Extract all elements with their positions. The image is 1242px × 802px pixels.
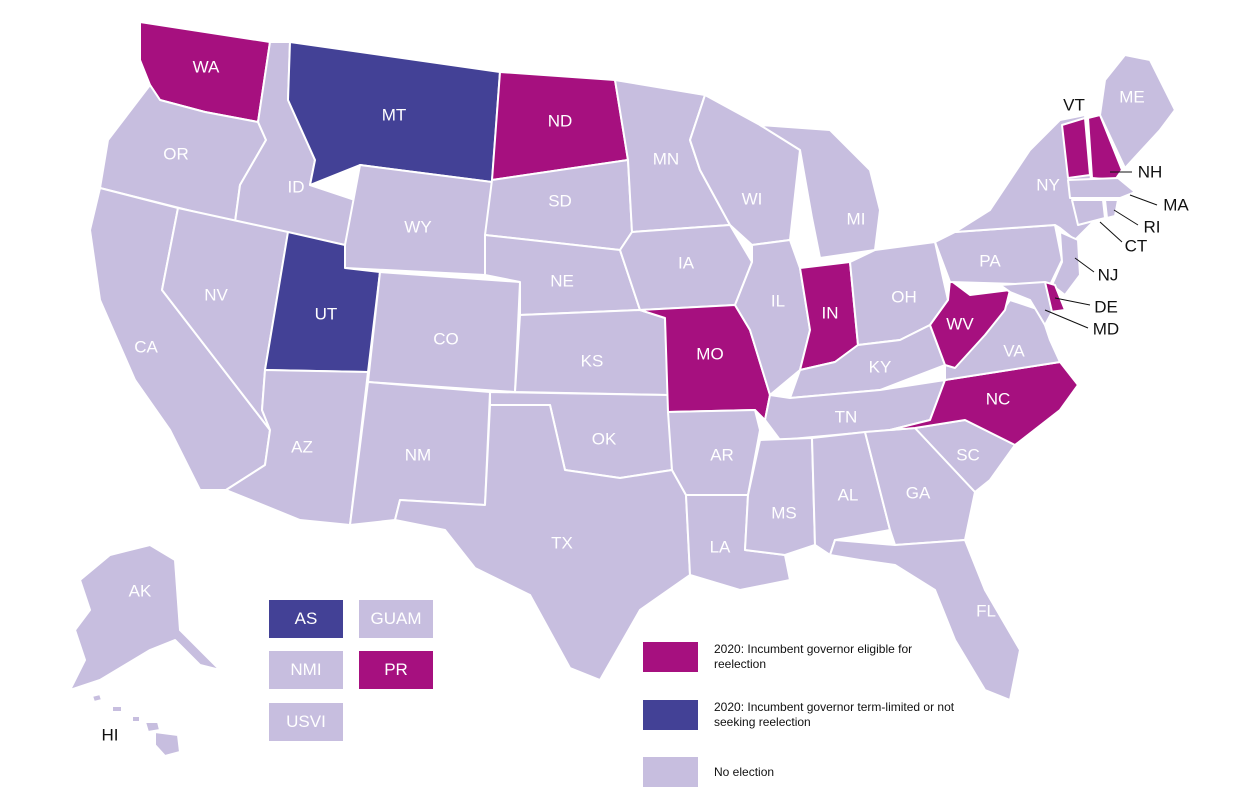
legend-label-eligible: 2020: Incumbent governor eligible for re… xyxy=(714,642,913,671)
label-ms: MS xyxy=(771,503,797,522)
label-vt: VT xyxy=(1063,95,1085,114)
label-fl: FL xyxy=(976,601,996,620)
leader-ct xyxy=(1099,221,1123,243)
label-id: ID xyxy=(288,177,305,196)
label-az: AZ xyxy=(291,437,313,456)
label-hi: HI xyxy=(102,725,119,744)
label-va: VA xyxy=(1003,341,1025,360)
territory-usvi[interactable]: USVI xyxy=(269,703,343,741)
territory-pr[interactable]: PR xyxy=(359,651,433,689)
state-hi-4[interactable] xyxy=(144,721,161,733)
leader-ri xyxy=(1113,209,1139,226)
label-ct: CT xyxy=(1125,236,1148,255)
label-ak: AK xyxy=(129,581,152,600)
label-sc: SC xyxy=(956,445,980,464)
label-me: ME xyxy=(1119,87,1145,106)
label-ut: UT xyxy=(315,304,338,323)
territory-guam[interactable]: GUAM xyxy=(359,600,433,638)
state-ma[interactable] xyxy=(1067,177,1136,199)
legend-swatch-eligible xyxy=(643,642,698,672)
legend-eligible: 2020: Incumbent governor eligible for re… xyxy=(643,642,914,672)
label-sd: SD xyxy=(548,191,572,210)
legend-no-election: No election xyxy=(643,757,974,787)
legend-label-no-election: No election xyxy=(714,764,775,779)
legend-label-term-limited: 2020: Incumbent governor term-limited or… xyxy=(714,700,955,729)
state-fl[interactable] xyxy=(829,539,1021,701)
label-ri: RI xyxy=(1144,217,1161,236)
state-md[interactable] xyxy=(999,281,1053,326)
label-mi: MI xyxy=(847,209,866,228)
label-mt: MT xyxy=(382,105,407,124)
label-ga: GA xyxy=(906,483,931,502)
label-al: AL xyxy=(838,485,859,504)
label-la: LA xyxy=(710,537,731,556)
label-nd: ND xyxy=(548,111,573,130)
territory-as[interactable]: AS xyxy=(269,600,343,638)
state-nh[interactable] xyxy=(1087,114,1123,181)
label-wa: WA xyxy=(193,57,220,76)
state-hi-1[interactable] xyxy=(91,693,103,703)
label-ny: NY xyxy=(1036,175,1060,194)
label-mn: MN xyxy=(653,149,679,168)
leader-ma xyxy=(1129,194,1158,206)
label-nj: NJ xyxy=(1098,265,1119,284)
label-wy: WY xyxy=(404,217,431,236)
label-wi: WI xyxy=(742,189,763,208)
label-ks: KS xyxy=(581,351,604,370)
label-ma: MA xyxy=(1163,195,1189,214)
state-vt[interactable] xyxy=(1061,117,1091,179)
label-il: IL xyxy=(771,291,785,310)
label-in: IN xyxy=(822,303,839,322)
leader-md xyxy=(1044,309,1089,329)
state-nj[interactable] xyxy=(1051,231,1081,296)
label-de: DE xyxy=(1094,297,1118,316)
legend-swatch-no-election xyxy=(643,757,698,787)
state-hi-2[interactable] xyxy=(111,705,123,713)
territory-nmi[interactable]: NMI xyxy=(269,651,343,689)
label-tn: TN xyxy=(835,407,858,426)
label-tx: TX xyxy=(551,533,573,552)
state-hi-3[interactable] xyxy=(131,715,141,723)
state-tx[interactable] xyxy=(394,404,691,681)
leader-nj xyxy=(1074,257,1095,273)
label-nm: NM xyxy=(405,445,431,464)
state-wy[interactable] xyxy=(344,164,493,276)
label-nc: NC xyxy=(986,389,1011,408)
label-co: CO xyxy=(433,329,459,348)
state-hi-5[interactable] xyxy=(154,731,181,757)
state-nc[interactable] xyxy=(889,361,1079,446)
label-ne: NE xyxy=(550,271,574,290)
label-ar: AR xyxy=(710,445,734,464)
label-ca: CA xyxy=(134,337,158,356)
label-wv: WV xyxy=(946,314,974,333)
label-pa: PA xyxy=(979,251,1001,270)
label-ky: KY xyxy=(869,357,892,376)
label-oh: OH xyxy=(891,287,917,306)
legend-term-limited: 2020: Incumbent governor term-limited or… xyxy=(643,700,964,730)
label-or: OR xyxy=(163,144,189,163)
state-ct[interactable] xyxy=(1071,199,1106,226)
label-md: MD xyxy=(1093,319,1119,338)
state-ak[interactable] xyxy=(69,544,221,691)
label-nv: NV xyxy=(204,285,228,304)
state-wv[interactable] xyxy=(929,279,1011,369)
label-ok: OK xyxy=(592,429,617,448)
label-ia: IA xyxy=(678,253,695,272)
state-il[interactable] xyxy=(734,239,811,396)
leader-de xyxy=(1054,297,1091,306)
state-ri[interactable] xyxy=(1104,199,1119,219)
state-me[interactable] xyxy=(1099,54,1176,169)
legend-swatch-term-limited xyxy=(643,700,698,730)
label-mo: MO xyxy=(696,344,723,363)
label-nh: NH xyxy=(1138,162,1163,181)
